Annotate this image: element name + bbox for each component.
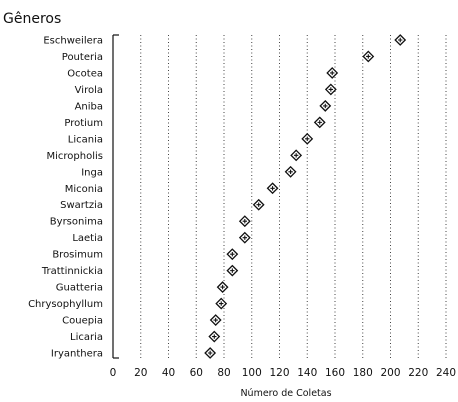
category-label: Micropholis — [47, 151, 103, 162]
marker-cross — [398, 37, 403, 43]
category-label: Aniba — [75, 101, 103, 112]
x-axis-label: Número de Coletas — [240, 388, 331, 399]
marker-cross — [256, 202, 261, 207]
category-label: Eschweilera — [43, 36, 103, 47]
data-point — [215, 297, 228, 310]
marker-cross — [242, 235, 248, 240]
x-tick-label: 180 — [353, 367, 373, 379]
data-point — [313, 116, 326, 129]
category-label: Miconia — [65, 184, 103, 195]
category-label: Pouteria — [62, 52, 103, 63]
x-tick-label: 220 — [408, 367, 428, 379]
category-label: Chrysophyllum — [28, 299, 103, 310]
marker-cross — [219, 301, 224, 306]
grid — [140, 35, 447, 358]
category-label: Byrsonima — [50, 217, 103, 228]
x-tick-label: 140 — [297, 367, 317, 379]
category-label: Licania — [68, 134, 103, 145]
data-point — [216, 281, 229, 294]
category-label: Brosimum — [52, 250, 103, 261]
marker-cross — [305, 136, 310, 142]
data-point — [324, 83, 337, 96]
marker-cross — [323, 103, 328, 109]
category-label: Trattinnickia — [41, 266, 103, 277]
marker-cross — [270, 186, 275, 191]
marker-cross — [212, 334, 217, 339]
x-tick-label: 160 — [325, 367, 345, 379]
category-label: Guatteria — [56, 283, 103, 294]
marker-cross — [213, 317, 218, 323]
x-tick-label: 0 — [110, 367, 117, 379]
category-label: Iryanthera — [51, 349, 103, 360]
x-tick-label: 240 — [436, 367, 456, 379]
data-point — [226, 248, 239, 261]
data-point — [209, 314, 222, 326]
data-point — [204, 347, 217, 359]
marker-cross — [288, 169, 293, 174]
category-label: Ocotea — [67, 68, 103, 79]
category-label: Swartzia — [60, 200, 103, 211]
x-tick-label: 60 — [190, 367, 203, 379]
data-point — [326, 67, 339, 79]
data-point — [362, 50, 375, 63]
data-point — [394, 34, 407, 46]
data-point — [266, 182, 279, 195]
chart-title: Gêneros — [3, 11, 61, 27]
category-label: Virola — [75, 85, 103, 96]
marker-cross — [230, 251, 235, 257]
data-point — [252, 198, 265, 211]
x-tick-labels: 0 20 40 60 80 100 120 140 160 180 200 220 240 — [110, 367, 456, 379]
data-point — [284, 165, 297, 178]
data-point — [301, 132, 314, 145]
marker-cross — [207, 350, 213, 356]
x-tick-label: 40 — [162, 367, 175, 379]
data-point — [238, 215, 251, 228]
x-tick-label: 100 — [242, 367, 262, 379]
data-point — [319, 99, 332, 112]
category-label: Licaria — [70, 332, 103, 343]
x-tick-label: 200 — [380, 367, 400, 379]
category-label: Laetia — [72, 233, 103, 244]
marker-cross — [293, 153, 299, 158]
marker-cross — [330, 70, 335, 76]
data-point — [290, 149, 303, 162]
category-label: Couepia — [62, 316, 103, 327]
marker-cross — [317, 120, 322, 125]
data-point — [238, 231, 251, 244]
marker-cross — [242, 219, 248, 224]
axes — [112, 34, 119, 359]
marker-cross — [220, 284, 225, 290]
category-label: Protium — [64, 118, 103, 129]
x-tick-label: 20 — [134, 367, 147, 379]
category-labels: Eschweilera Pouteria Ocotea Virola Aniba Prot… — [28, 36, 103, 360]
data-point — [226, 264, 239, 277]
marker-cross — [366, 54, 371, 59]
marker-cross — [230, 268, 235, 273]
category-label: Inga — [81, 167, 103, 178]
data-points — [204, 34, 407, 359]
data-point — [208, 330, 221, 343]
x-tick-label: 120 — [269, 367, 289, 379]
x-tick-label: 80 — [217, 367, 230, 379]
marker-cross — [328, 87, 334, 92]
